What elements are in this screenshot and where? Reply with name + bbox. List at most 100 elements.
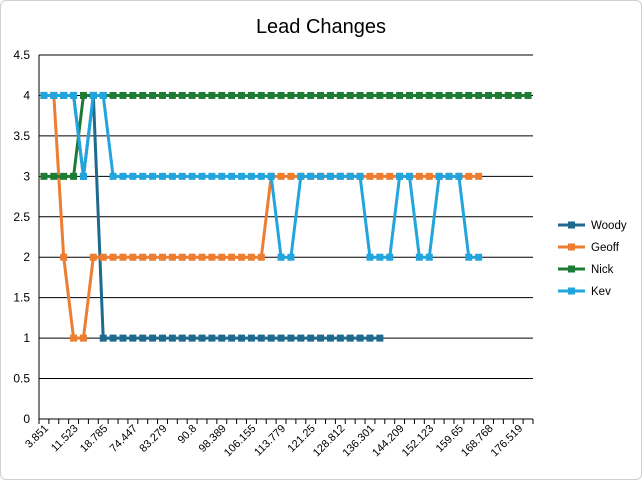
data-point [70, 91, 78, 99]
data-point [455, 91, 463, 99]
data-point [445, 91, 453, 99]
data-point [425, 91, 433, 99]
data-point [89, 91, 97, 99]
data-point [475, 172, 483, 180]
data-point [307, 91, 315, 99]
data-point [168, 253, 176, 261]
data-point [465, 172, 473, 180]
data-point [366, 172, 374, 180]
data-point [326, 172, 334, 180]
data-point [307, 334, 315, 342]
data-point [109, 334, 117, 342]
data-point [40, 172, 48, 180]
data-point [139, 253, 147, 261]
x-tick-label: 176.519 [489, 423, 526, 460]
chart-title: Lead Changes [256, 16, 386, 38]
data-point [109, 172, 117, 180]
data-point [346, 172, 354, 180]
data-point [60, 253, 68, 261]
data-point [129, 253, 137, 261]
data-point [406, 172, 413, 180]
y-tick-label: 4.5 [13, 48, 30, 62]
data-point [465, 91, 473, 99]
data-point [346, 91, 354, 99]
y-tick-label: 0 [23, 412, 30, 426]
data-point [159, 91, 166, 99]
data-point [178, 172, 186, 180]
data-point [228, 172, 236, 180]
data-point [218, 334, 226, 342]
data-point [386, 253, 394, 261]
data-point [336, 172, 344, 180]
data-point [366, 253, 374, 261]
legend-label-kev: Kev [591, 286, 611, 298]
data-point [396, 172, 404, 180]
data-point [287, 334, 295, 342]
data-point [79, 91, 87, 99]
data-point [425, 253, 433, 261]
legend-label-nick: Nick [591, 264, 614, 276]
data-point [149, 91, 157, 99]
x-tick-label: 144.209 [370, 423, 407, 460]
data-point [376, 334, 384, 342]
y-tick-label: 4 [23, 88, 30, 102]
data-point [247, 91, 255, 99]
data-point [415, 172, 423, 180]
x-tick-label: 113.779 [252, 423, 288, 459]
data-point [99, 91, 107, 99]
data-point [514, 91, 522, 99]
x-tick-label: 11.523 [49, 423, 81, 455]
data-point [267, 334, 275, 342]
data-point [356, 334, 364, 342]
data-point [267, 172, 275, 180]
data-point [465, 253, 473, 261]
data-point [159, 334, 166, 342]
data-point [119, 334, 127, 342]
x-tick-label: 90.8 [176, 423, 200, 447]
data-point [139, 334, 147, 342]
data-point [79, 334, 87, 342]
data-point [198, 172, 206, 180]
x-tick-label: 3.851 [23, 423, 51, 451]
data-point [119, 253, 127, 261]
data-point [50, 91, 58, 99]
data-point [149, 172, 157, 180]
data-point [317, 91, 325, 99]
data-point [257, 172, 265, 180]
data-point [247, 172, 255, 180]
data-point [238, 172, 246, 180]
series-plot [40, 91, 532, 342]
x-tick-label: 136.301 [340, 423, 377, 460]
data-point [257, 91, 265, 99]
y-tick-label: 2.5 [13, 210, 30, 224]
data-point [119, 91, 127, 99]
data-point [198, 91, 206, 99]
data-point [178, 91, 186, 99]
data-point [406, 91, 413, 99]
y-tick-label: 0.5 [13, 372, 30, 386]
data-point [287, 253, 295, 261]
legend-marker-nick [568, 265, 575, 273]
data-point [317, 172, 325, 180]
y-tick-label: 3.5 [13, 129, 30, 143]
data-point [208, 334, 216, 342]
data-point [317, 334, 325, 342]
data-point [326, 334, 334, 342]
axes [38, 55, 534, 424]
data-point [366, 91, 374, 99]
data-point [257, 253, 265, 261]
data-point [307, 172, 315, 180]
x-tick-label: 128.812 [311, 423, 348, 460]
data-point [188, 334, 196, 342]
grid [39, 54, 533, 380]
data-point [445, 172, 453, 180]
data-point [70, 172, 78, 180]
data-point [425, 172, 433, 180]
data-point [297, 91, 305, 99]
y-tick-label: 1 [23, 331, 30, 345]
legend-marker-kev [568, 287, 575, 295]
y-tick-label: 3 [23, 169, 30, 183]
data-point [198, 253, 206, 261]
